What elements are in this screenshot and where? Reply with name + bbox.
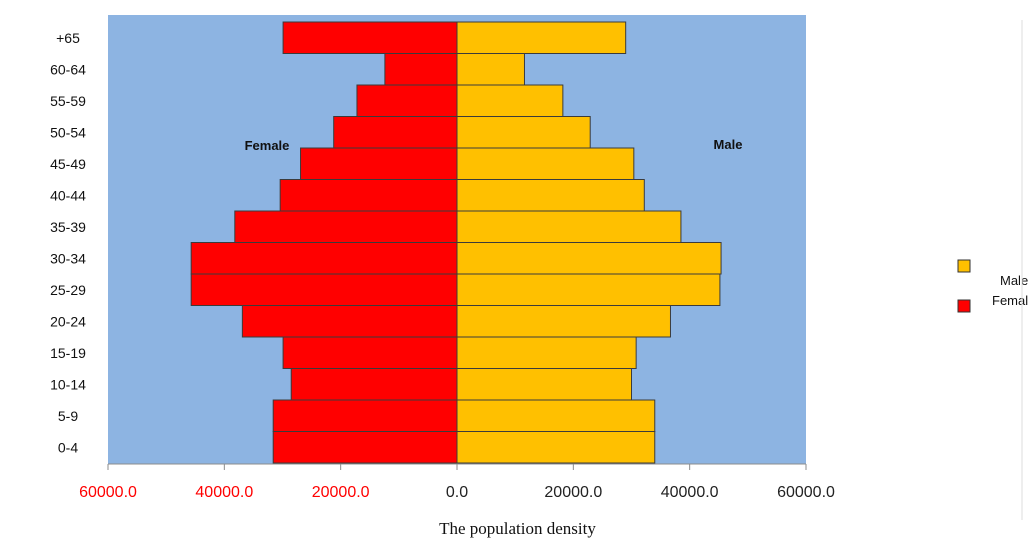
category-label-50-54: 50-54 <box>50 124 86 140</box>
x-axis: 60000.0 40000.0 20000.0 0.0 20000.0 40000.0 60… <box>79 463 835 501</box>
legend-label: Male <box>1000 273 1028 288</box>
category-label-10-14: 10-14 <box>50 376 86 392</box>
bar-male-30-34 <box>456 242 722 275</box>
bar-male-25-29 <box>456 273 721 306</box>
bar-female-45-49 <box>300 147 458 180</box>
bar-male-5-9 <box>456 399 656 432</box>
bar-male-45-49 <box>456 147 635 180</box>
category-label-0-4: 0-4 <box>58 439 78 455</box>
annotation-female: Female <box>245 138 290 153</box>
bar-male-+65 <box>456 21 627 54</box>
x-tick-label: 40000.0 <box>195 484 253 501</box>
bar-female-20-24 <box>241 305 458 338</box>
bar-male-60-64 <box>456 53 525 86</box>
x-tick-label: 60000.0 <box>79 484 137 501</box>
category-label-40-44: 40-44 <box>50 187 86 203</box>
bar-female-5-9 <box>272 399 458 432</box>
bar-female-15-19 <box>282 336 458 369</box>
legend-label: Femal <box>992 293 1028 308</box>
x-tick-label: 20000.0 <box>544 484 602 501</box>
category-label-30-34: 30-34 <box>50 250 86 266</box>
category-label-+65: +65 <box>56 30 80 46</box>
category-label-60-64: 60-64 <box>50 61 86 77</box>
category-label-5-9: 5-9 <box>58 408 78 424</box>
category-label-20-24: 20-24 <box>50 313 86 329</box>
category-label-45-49: 45-49 <box>50 156 86 172</box>
bar-female-35-39 <box>234 210 458 243</box>
bar-male-10-14 <box>456 368 632 401</box>
bar-male-50-54 <box>456 116 591 149</box>
x-tick-label: 0.0 <box>446 484 468 501</box>
category-labels: 0-4 5-9 10-14 15-19 20-24 25-29 30-34 35-39 40-4… <box>50 30 86 456</box>
x-tick-label: 40000.0 <box>661 484 719 501</box>
bars-group <box>190 21 722 464</box>
bar-male-55-59 <box>456 84 564 117</box>
bar-male-0-4 <box>456 431 656 464</box>
bar-female-50-54 <box>333 116 458 149</box>
bar-female-55-59 <box>356 84 458 117</box>
bar-female-40-44 <box>279 179 458 212</box>
chart-caption: The population density <box>439 519 596 538</box>
legend: Male Femal <box>957 20 1028 520</box>
bar-female-0-4 <box>272 431 458 464</box>
x-tick-label: 20000.0 <box>312 484 370 501</box>
x-tick-label: 60000.0 <box>777 484 835 501</box>
bar-female-30-34 <box>190 242 458 275</box>
bar-female-+65 <box>282 21 458 54</box>
bar-male-40-44 <box>456 179 645 212</box>
bar-male-15-19 <box>456 336 637 369</box>
bar-female-25-29 <box>190 273 458 306</box>
bar-female-10-14 <box>290 368 458 401</box>
category-label-35-39: 35-39 <box>50 219 86 235</box>
category-label-15-19: 15-19 <box>50 345 86 361</box>
bar-female-60-64 <box>384 53 458 86</box>
legend-swatch <box>957 299 971 313</box>
annotation-male: Male <box>714 137 743 152</box>
bar-male-20-24 <box>456 305 671 338</box>
legend-swatch <box>957 259 971 273</box>
category-label-55-59: 55-59 <box>50 93 86 109</box>
category-label-25-29: 25-29 <box>50 282 86 298</box>
bar-male-35-39 <box>456 210 682 243</box>
